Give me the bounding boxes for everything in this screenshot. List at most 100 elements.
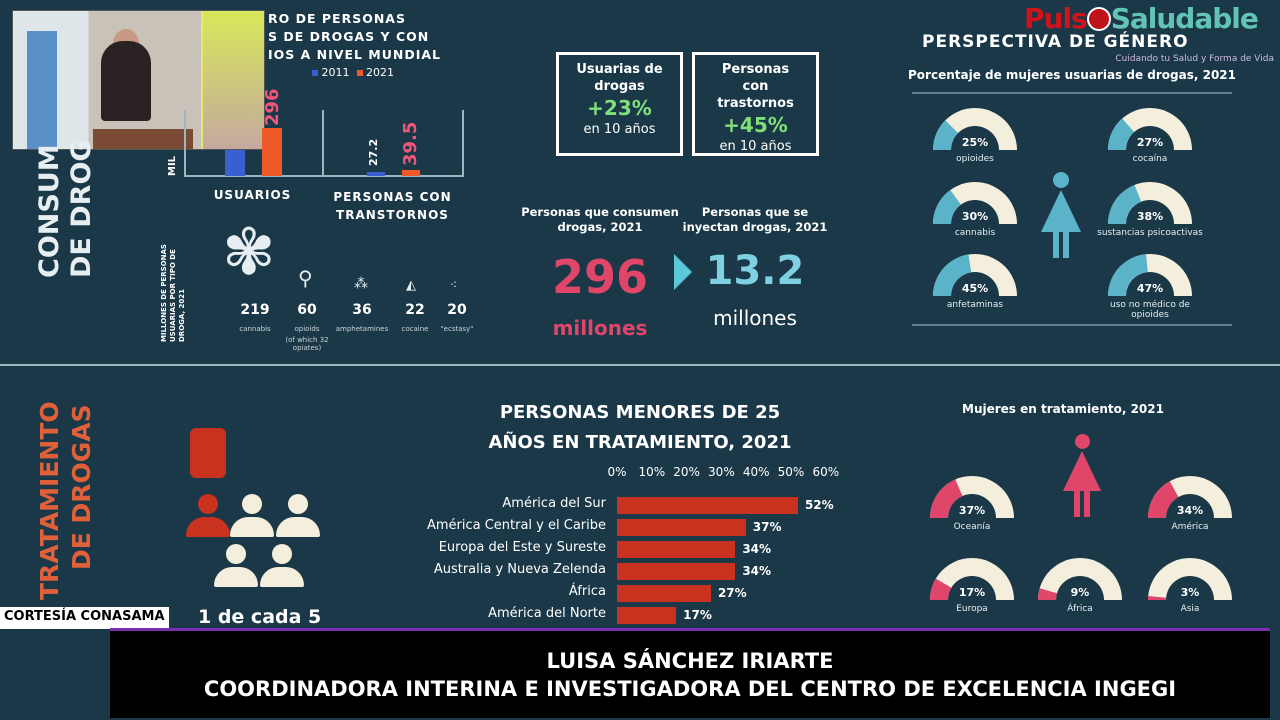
gauge-label: anfetaminas <box>946 300 1004 310</box>
divider <box>912 324 1232 326</box>
gauge-fill <box>930 578 952 600</box>
box-sub: en 10 años <box>583 122 656 137</box>
category-label: USUARIOS <box>213 188 292 202</box>
drug-value: 60 <box>297 302 317 318</box>
bar-transtornos-2011 <box>367 172 385 176</box>
bar-value-label: 34% <box>742 564 772 578</box>
chart-axes <box>184 110 464 177</box>
person-icon <box>260 544 304 590</box>
person-icon <box>230 494 274 540</box>
bar-value-label: 17% <box>683 608 712 622</box>
gauge-fill <box>1108 118 1135 150</box>
logo-left: Puls <box>1024 2 1088 35</box>
divider <box>912 92 1232 94</box>
section-label-line: DE DROGAS <box>67 404 96 570</box>
drug-note: (of which 32 opiates) <box>285 336 329 352</box>
gauge-label: África <box>1067 604 1093 614</box>
title-line: S DE DROGAS Y CON <box>268 29 430 44</box>
drug-label: cocaine <box>401 325 429 333</box>
gauge-fill <box>1038 588 1057 600</box>
gauge-cocaína: 27% cocaína <box>1090 106 1210 176</box>
gauge-label: Europa <box>956 604 988 614</box>
legend-swatch-2011 <box>312 70 318 76</box>
gauge-value: 17% <box>958 586 986 599</box>
title-line: IOS A NIVEL MUNDIAL <box>268 47 442 62</box>
stat-label: Personas que se inyectan drogas, 2021 <box>682 205 828 234</box>
gauge-track <box>1108 108 1192 150</box>
cannabis-leaf-icon: ✾ <box>222 216 276 290</box>
x-tick-label: 60% <box>812 465 840 479</box>
bar-chart-title: PERSONAS MENORES DE 25 AÑOS EN TRATAMIEN… <box>488 402 792 453</box>
category-label: África <box>568 584 606 599</box>
category-label: Australia y Nueva Zelenda <box>433 562 606 577</box>
heart-icon <box>1086 7 1111 31</box>
bar-label: 296 <box>262 88 283 126</box>
gauge-value: 27% <box>1136 136 1164 149</box>
stat-box-usuarias: Usuarias de drogas +23% en 10 años <box>556 52 683 156</box>
group-divider <box>462 110 464 177</box>
drug-value: 36 <box>352 302 372 318</box>
drug-label: opioids <box>294 325 320 333</box>
title-line: RO DE PERSONAS <box>268 11 406 26</box>
by-drug-side-label: MILLONES DE PERSONAS USUARIAS POR TIPO D… <box>160 244 186 342</box>
genero-title: PERSPECTIVA DE GÉNERO <box>922 32 1189 52</box>
gauge-label: América <box>1171 522 1209 532</box>
bar <box>617 563 736 580</box>
person-icon <box>214 544 258 590</box>
chart-title: RO DE PERSONAS S DE DROGAS Y CON IOS A N… <box>268 10 441 64</box>
gauge-fill <box>1108 184 1142 224</box>
gauge-fill <box>933 120 959 150</box>
speaker-role: COORDINADORA INTERINA E INVESTIGADORA DE… <box>203 677 1177 701</box>
credit-label: CORTESÍA CONASAMA <box>0 607 169 629</box>
woman-icon-pink <box>1060 434 1104 520</box>
x-tick-label: 30% <box>708 465 735 479</box>
gauge-value: 30% <box>961 210 989 223</box>
gauge-anfetaminas: 45% anfetaminas <box>915 252 1035 322</box>
x-tick-label: 50% <box>777 465 805 479</box>
bar-usuarios-2021 <box>262 128 282 176</box>
bar-label: 27.2 <box>367 138 380 166</box>
stat-label: Personas que consumen drogas, 2021 <box>521 205 679 234</box>
drug-value: 22 <box>405 302 425 318</box>
box-percent: +23% <box>587 96 652 120</box>
logo-right: Saludable <box>1110 2 1259 35</box>
tratamiento-women-title: Mujeres en tratamiento, 2021 <box>962 402 1164 416</box>
pills-icon: ⁂ <box>354 276 368 292</box>
stat-box-trastornos: Personas con trastornos +45% en 10 años <box>692 52 819 156</box>
legend-label: 2021 <box>366 66 394 79</box>
consumo-section-label: CONSUM DE DROG <box>34 139 98 278</box>
podium <box>93 129 193 149</box>
gauge-track <box>933 108 1017 150</box>
speaker-name: LUISA SÁNCHEZ IRIARTE <box>546 649 834 673</box>
webcam-inset <box>12 10 265 150</box>
x-tick-label: 40% <box>742 465 770 479</box>
box-sub: en 10 años <box>719 139 792 154</box>
category-label: América Central y el Caribe <box>426 518 606 533</box>
gauge-label: opioides <box>956 154 994 164</box>
gauge-fill <box>1148 596 1167 600</box>
y-axis-label: MIL <box>167 155 178 176</box>
gauge-label: Oceanía <box>953 522 991 532</box>
gauge-label: sustancias psicoactivas <box>1097 228 1203 238</box>
gauge-track <box>933 182 1017 224</box>
gauge-value: 25% <box>961 136 989 149</box>
gauge-value: 38% <box>1136 210 1164 223</box>
bar-transtornos-2021 <box>402 170 420 176</box>
lower-third: LUISA SÁNCHEZ IRIARTE COORDINADORA INTER… <box>110 628 1270 718</box>
gauge-fill <box>930 479 963 518</box>
gauge-fill <box>933 190 961 224</box>
gauge-África: 9% África <box>1020 556 1140 626</box>
person-icon <box>276 494 320 540</box>
gauge-opioides: 25% opioides <box>915 106 1035 176</box>
gauge-América: 34% América <box>1130 474 1250 544</box>
drug-label: cannabis <box>239 325 271 333</box>
iv-bag-icon <box>190 428 226 478</box>
drug-label: amphetamines <box>335 325 389 333</box>
gauge-fill <box>933 254 972 296</box>
box-title: Usuarias de drogas <box>576 62 663 94</box>
drug-label: "ecstasy" <box>440 325 474 333</box>
drug-value: 20 <box>447 302 467 318</box>
genero-subtitle: Porcentaje de mujeres usuarias de drogas… <box>908 68 1236 82</box>
gauge-value: 9% <box>1070 586 1090 599</box>
gauge-fill <box>1148 481 1179 518</box>
